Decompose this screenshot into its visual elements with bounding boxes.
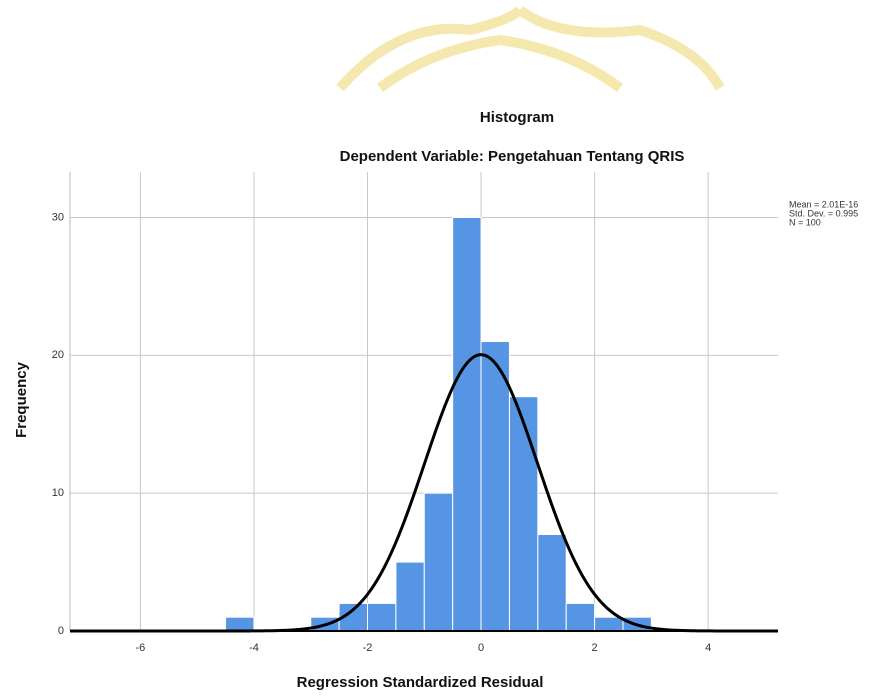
y-axis-label: Frequency bbox=[13, 361, 30, 438]
bar bbox=[423, 492, 454, 632]
y-tick-label: 0 bbox=[58, 625, 64, 637]
x-tick-label: 0 bbox=[478, 642, 484, 654]
x-axis-label: Regression Standardized Residual bbox=[297, 674, 544, 691]
y-tick-label: 10 bbox=[52, 487, 64, 499]
watermark-arc bbox=[517, 5, 725, 91]
bar bbox=[537, 534, 567, 632]
y-tick-label: 20 bbox=[52, 349, 64, 361]
watermark-arc bbox=[336, 6, 524, 92]
bar bbox=[395, 561, 425, 632]
bar bbox=[367, 602, 397, 632]
watermark bbox=[336, 5, 725, 92]
bar bbox=[594, 616, 624, 632]
bar bbox=[480, 341, 510, 632]
watermark-arc bbox=[376, 34, 624, 92]
stat-label: Std. Dev. = 0.995 bbox=[789, 208, 858, 218]
bar bbox=[225, 616, 255, 632]
x-tick-label: 2 bbox=[592, 642, 598, 654]
chart-subtitle: Dependent Variable: Pengetahuan Tentang … bbox=[340, 148, 685, 165]
stat-label: Mean = 2.01E-16 bbox=[789, 199, 858, 209]
bar bbox=[508, 396, 539, 632]
bar bbox=[565, 602, 596, 632]
x-tick-label: -4 bbox=[249, 642, 259, 654]
x-tick-label: -6 bbox=[136, 642, 146, 654]
stat-label: N = 100 bbox=[789, 217, 821, 227]
x-tick-label: -2 bbox=[363, 642, 373, 654]
bar bbox=[452, 216, 482, 632]
chart-title: Histogram bbox=[480, 109, 554, 126]
x-tick-label: 4 bbox=[705, 642, 711, 654]
normal-curve bbox=[70, 353, 778, 633]
y-tick-label: 30 bbox=[52, 211, 64, 223]
